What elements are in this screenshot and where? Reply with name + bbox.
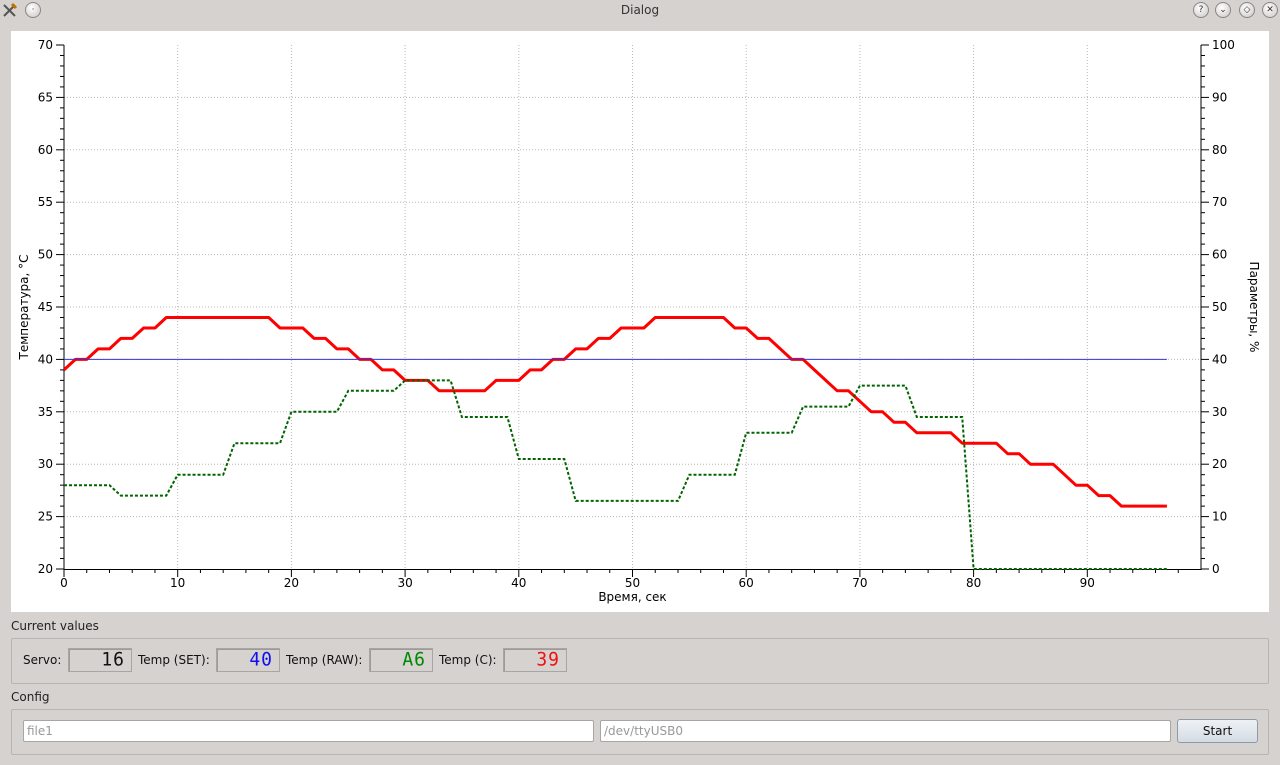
temp-raw-label: Temp (RAW): [286, 653, 363, 667]
right-tick-label: 50 [1212, 300, 1227, 314]
bottom-tick-label: 0 [60, 576, 68, 590]
temp-c-label: Temp (C): [439, 653, 497, 667]
minimize-icon[interactable]: ⌄ [1215, 2, 1231, 18]
close-icon[interactable]: ✕ [1262, 2, 1278, 18]
right-tick-label: 40 [1212, 352, 1227, 366]
left-tick-label: 50 [38, 248, 53, 262]
left-tick-label: 25 [38, 510, 53, 524]
y-axis-right-label: Параметры, % [1247, 262, 1261, 353]
left-tick-label: 30 [38, 457, 53, 471]
right-tick-label: 60 [1212, 248, 1227, 262]
left-tick-label: 40 [38, 352, 53, 366]
current-values-group: Servo: 16 Temp (SET): 40 Temp (RAW): A6 … [11, 638, 1269, 684]
right-tick-label: 20 [1212, 457, 1227, 471]
file-input[interactable] [23, 720, 594, 742]
window-menu-button[interactable]: · [25, 2, 41, 18]
left-tick-label: 55 [38, 195, 53, 209]
right-tick-label: 90 [1212, 90, 1227, 104]
temp-c-value: 39 [536, 648, 560, 671]
temp-set-lcd: 40 [216, 648, 280, 672]
servo-series [64, 379, 1167, 570]
right-tick-label: 0 [1212, 562, 1220, 576]
chart: 20 25 30 35 40 45 50 55 60 65 70 0 10 20 30 40 50 60 70 80 9… [17, 38, 1261, 604]
device-input[interactable] [600, 720, 1171, 742]
right-tick-label: 100 [1212, 38, 1235, 52]
temp-c-lcd: 39 [503, 648, 567, 672]
left-tick-label: 45 [38, 300, 53, 314]
window-titlebar: · Dialog ? ⌄ ◇ ✕ [0, 0, 1280, 22]
config-title: Config [11, 690, 50, 704]
left-tick-label: 20 [38, 562, 53, 576]
maximize-icon[interactable]: ◇ [1239, 2, 1255, 18]
current-values-title: Current values [11, 619, 99, 633]
bottom-tick-label: 50 [625, 576, 640, 590]
bottom-tick-label: 10 [170, 576, 185, 590]
servo-label: Servo: [23, 653, 62, 667]
y-axis-left-label: Температура, °C [17, 254, 31, 360]
bottom-tick-label: 70 [852, 576, 867, 590]
bottom-tick-label: 30 [397, 576, 412, 590]
bottom-tick-label: 60 [739, 576, 754, 590]
left-tick-label: 70 [38, 38, 53, 52]
temp-set-value: 40 [249, 648, 273, 671]
right-tick-label: 30 [1212, 405, 1227, 419]
temp-raw-value: A6 [402, 648, 426, 671]
right-tick-label: 80 [1212, 143, 1227, 157]
config-group: Start [11, 709, 1269, 755]
start-button[interactable]: Start [1177, 719, 1258, 743]
left-tick-label: 60 [38, 143, 53, 157]
right-tick-label: 70 [1212, 195, 1227, 209]
bottom-tick-label: 40 [511, 576, 526, 590]
temperature-series [62, 316, 1167, 508]
temp-set-label: Temp (SET): [138, 653, 210, 667]
bottom-tick-label: 20 [284, 576, 299, 590]
servo-value: 16 [101, 648, 125, 671]
left-tick-label: 65 [38, 90, 53, 104]
bottom-tick-label: 80 [966, 576, 981, 590]
temp-raw-lcd: A6 [369, 648, 433, 672]
plot-area: 20 25 30 35 40 45 50 55 60 65 70 0 10 20 30 40 50 60 70 80 9… [11, 31, 1269, 612]
right-tick-label: 10 [1212, 510, 1227, 524]
window-title: Dialog [620, 3, 660, 17]
servo-lcd: 16 [68, 648, 132, 672]
help-icon[interactable]: ? [1193, 2, 1209, 18]
bottom-tick-label: 90 [1080, 576, 1095, 590]
app-icon[interactable] [2, 2, 18, 18]
x-axis-label: Время, сек [598, 590, 666, 604]
left-tick-label: 35 [38, 405, 53, 419]
